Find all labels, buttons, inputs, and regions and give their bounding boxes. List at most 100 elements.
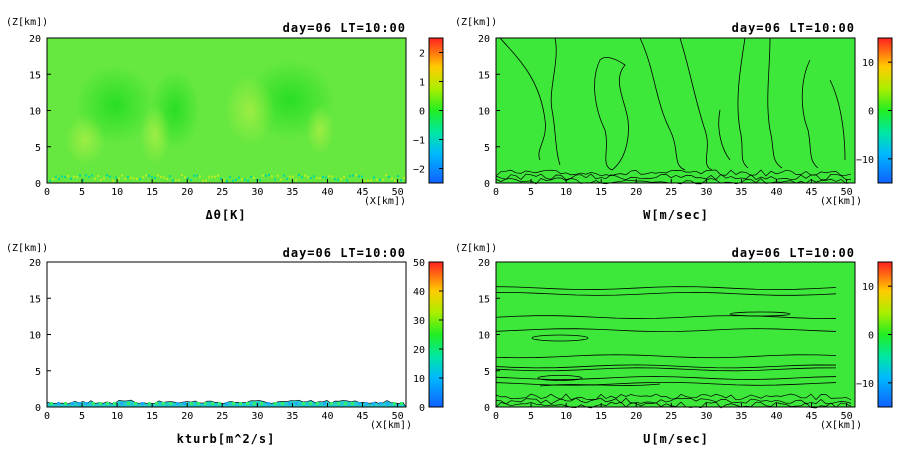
panel-theta-noise-cell [229, 176, 231, 179]
panel-kturb-x-tick-label: 25 [216, 411, 228, 422]
panel-theta-noise-cell [322, 176, 324, 179]
panel-theta-noise-cell [79, 174, 81, 177]
panel-theta-noise-cell [217, 174, 219, 177]
panel-kturb-colorbar [428, 261, 444, 408]
panel-theta-x-tick-label: 50 [392, 187, 404, 198]
panel-theta-noise-cell [142, 176, 144, 179]
panel-kturb-colorbar-tick-label: 0 [419, 403, 425, 414]
panel-kturb-noise-cell [400, 402, 403, 405]
panel-kturb-noise-cell [316, 402, 319, 405]
panel-theta-noise-cell [388, 175, 390, 178]
panel-theta-noise-cell [184, 176, 186, 179]
panel-theta-noise-cell [67, 175, 69, 178]
panel-kturb-noise-cell [78, 402, 81, 405]
panel-kturb-noise-cell [99, 402, 102, 405]
panel-w-x-tick-label: 20 [630, 187, 642, 198]
panel-u-colorbar-tick-label: 10 [862, 282, 874, 293]
panel-theta-noise-cell [310, 177, 312, 180]
panel-theta-noise-cell [136, 177, 138, 180]
panel-theta-noise-cell [196, 174, 198, 177]
panel-theta-noise-cell [367, 179, 369, 182]
panel-theta-noise-cell [103, 177, 105, 180]
panel-kturb-noise-cell [232, 402, 235, 405]
panel-kturb-x-tick-label: 0 [44, 411, 50, 422]
panel-kturb-noise-cell [386, 402, 389, 405]
panel-w-x-tick-label: 45 [806, 187, 818, 198]
panel-theta-y-tick-label: 0 [35, 179, 41, 190]
panel-u-x-tick-label: 5 [528, 411, 534, 422]
panel-kturb: (Z[km]) day=06 LT=10:00 0 5 10 15 20 25 30 35 40… [6, 243, 444, 446]
panel-theta-noise-cell [295, 178, 297, 181]
panel-kturb-noise-cell [190, 402, 193, 405]
panel-theta-variable: Δθ[K] [205, 208, 246, 222]
panel-theta-noise-cell [244, 178, 246, 181]
panel-theta-noise-cell [211, 175, 213, 178]
panel-u-field [496, 262, 855, 407]
panel-kturb-noise-cell [274, 402, 277, 405]
panel-theta-noise-cell [70, 177, 72, 180]
panel-kturb-noise-cell [337, 402, 340, 405]
panel-kturb-noise-cell [218, 402, 221, 405]
panel-theta-noise-cell [346, 179, 348, 182]
panel-theta-noise-cell [304, 174, 306, 177]
panel-theta-noise-cell [298, 174, 300, 177]
panel-theta-noise-cell [163, 176, 165, 179]
panel-theta-noise-cell [259, 179, 261, 182]
panel-theta-noise-cell [361, 175, 363, 178]
panel-u: (Z[km]) day=06 LT=10:00 0 5 10 15 20 25 30 35 40… [455, 243, 893, 446]
panel-w-contours [499, 37, 846, 171]
panel-theta: (Z[km]) day=06 LT=10:00 0 5 10 15 20 25 30 35 40… [6, 17, 444, 222]
panel-u-y-tick-label: 0 [484, 403, 490, 414]
panel-theta-x-tick-label: 0 [44, 187, 50, 198]
panel-u-x-tick-label: 15 [595, 411, 607, 422]
panel-theta-noise-cell [376, 178, 378, 181]
panel-kturb-noise-cell [253, 402, 256, 405]
panel-kturb-title: day=06 LT=10:00 [283, 246, 406, 260]
panel-u-variable: U[m/sec] [643, 432, 709, 446]
panel-w-contour [639, 37, 686, 171]
panel-theta-noise-cell [253, 177, 255, 180]
panel-theta-noise-cell [262, 174, 264, 177]
panel-theta-noise-cell [400, 179, 402, 182]
panel-theta-noise-cell [133, 177, 135, 180]
panel-theta-noise-cell [385, 174, 387, 177]
panel-w-contour [550, 37, 561, 166]
panel-theta-x-tick-label: 25 [216, 187, 228, 198]
panel-theta-noise-cell [157, 174, 159, 177]
panel-kturb-x-tick-label: 50 [392, 411, 404, 422]
panel-theta-noise-cell [382, 178, 384, 181]
panel-theta-noise-cell [178, 179, 180, 182]
panel-kturb-noise-cell [365, 402, 368, 405]
panel-theta-colorbar-tick-label: −1 [413, 136, 425, 147]
panel-kturb-noise-cell [246, 402, 249, 405]
panel-u-x-tick-label: 35 [735, 411, 747, 422]
panel-u-contour-level [495, 315, 837, 319]
panel-w-x-tick-label: 15 [595, 187, 607, 198]
panel-kturb-x-tick-label: 10 [111, 411, 123, 422]
panel-kturb-colorbar-tick-label: 20 [413, 345, 425, 356]
panel-theta-colorbar-tick-label: −2 [413, 165, 425, 176]
panel-theta-noise-cell [202, 179, 204, 182]
panel-kturb-noise-cell [141, 402, 144, 405]
panel-w-x-tick-label: 5 [528, 187, 534, 198]
panel-theta-noise-cell [325, 176, 327, 179]
panel-theta-noise-cell [118, 177, 120, 180]
panel-kturb-noise-cell [372, 402, 375, 405]
panel-w-title: day=06 LT=10:00 [732, 21, 855, 35]
panel-kturb-noise-cell [260, 402, 263, 405]
panel-kturb-ylabel: (Z[km]) [6, 243, 48, 254]
panel-w: (Z[km]) day=06 LT=10:00 0 5 10 15 20 25 30 35 40… [455, 17, 893, 222]
panel-theta-noise-cell [370, 179, 372, 182]
panel-w-contour [829, 79, 846, 161]
panel-w-surface-contour [495, 173, 852, 181]
panel-u-y-tick-label: 15 [478, 294, 490, 305]
panel-theta-noise-cell [169, 175, 171, 178]
panel-u-x-tick-label: 0 [493, 411, 499, 422]
panel-u-x-tick-label: 50 [841, 411, 853, 422]
panel-kturb-xlabel: (X[km]) [370, 420, 412, 431]
panel-theta-noise-cell [214, 175, 216, 178]
panel-kturb-y-tick-label: 5 [35, 367, 41, 378]
panel-theta-noise-cell [127, 176, 129, 179]
panel-u-contour-level [495, 367, 837, 372]
panel-kturb-noise-cell [295, 402, 298, 405]
